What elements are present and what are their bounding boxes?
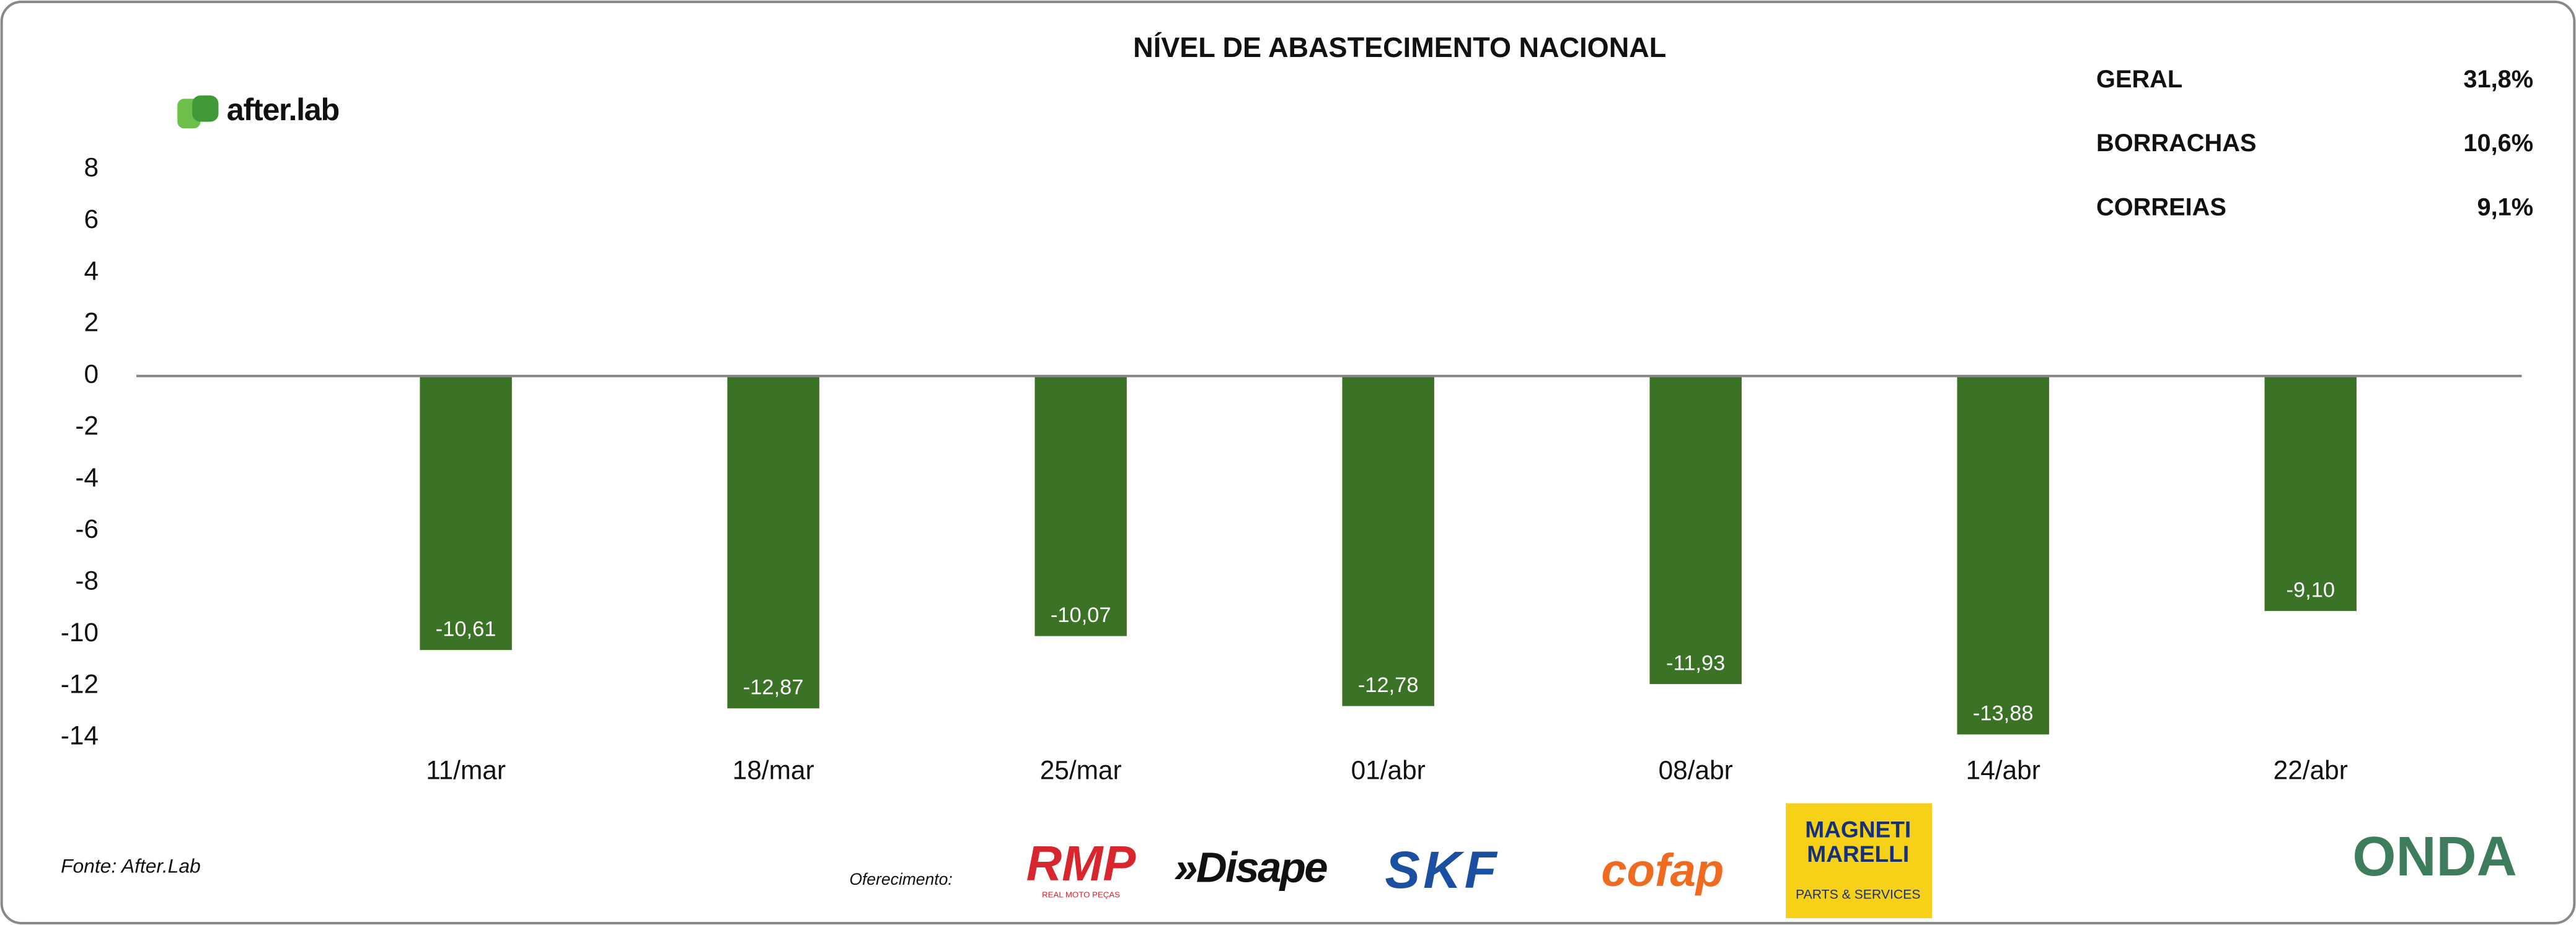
y-tick-label: 4 [84,256,99,285]
x-tick-label: 14/abr [1966,755,2040,784]
data-label: -10,61 [436,617,496,641]
summary-label: GERAL [2096,66,2182,93]
bar [1957,375,2049,735]
y-tick-label: -4 [75,463,99,492]
bar [1342,375,1434,706]
summary-label: CORREIAS [2096,193,2226,221]
bar [727,375,819,709]
brand-logo: after.lab [177,92,340,129]
sponsor-cofap: cofap [1601,844,1724,896]
data-label: -13,88 [1973,702,2034,726]
x-tick-label: 18/mar [733,755,814,784]
y-tick-label: -8 [75,566,99,595]
y-tick-label: -2 [75,411,99,440]
x-tick-label: 01/abr [1351,755,1426,784]
data-label: -9,10 [2287,578,2336,602]
source: Fonte: After.Lab [61,854,201,877]
data-label: -10,07 [1051,603,1111,627]
summary-label: BORRACHAS [2096,129,2256,157]
data-label: -12,78 [1358,673,1419,697]
y-tick-label: -12 [61,669,99,698]
summary-table: GERAL 31,8% BORRACHAS 10,6% CORREIAS 9,1% [2096,66,2533,221]
sponsor-rmp-sub: REAL MOTO PEÇAS [1042,890,1120,899]
sponsor-disape: »Disape [1174,843,1327,891]
y-tick-label: -6 [75,514,99,543]
sponsor-logos: RMP REAL MOTO PEÇAS »Disape SKF cofap MA… [1026,803,1932,919]
bar [1649,375,1742,685]
sponsor-label: Oferecimento: [849,870,952,888]
sponsor-rmp: RMP [1026,836,1137,891]
bar [420,375,512,651]
sponsor-magneti-sub: PARTS & SERVICES [1796,888,1920,902]
y-tick-label: 2 [84,308,99,337]
magneti-box [1786,803,1932,919]
sponsor-skf: SKF [1385,840,1500,899]
bar [2264,375,2357,612]
partner-logo: ONDA [2352,825,2516,888]
y-tick-label: 6 [84,204,99,234]
y-tick-label: -10 [61,618,99,647]
x-tick-label: 08/abr [1659,755,1733,784]
logo-icon [192,95,219,122]
y-tick-label: 0 [84,359,99,388]
sponsor-magneti: MAGNETI [1805,816,1911,842]
y-tick-label: 8 [84,153,99,182]
summary-value: 10,6% [2463,129,2533,157]
data-label: -11,93 [1666,651,1725,675]
bar [1034,375,1127,636]
data-label: -12,87 [743,676,804,699]
x-tick-label: 22/abr [2274,755,2348,784]
summary-value: 9,1% [2477,193,2533,221]
y-tick-label: -14 [61,721,99,750]
sponsor-magneti: MARELLI [1807,841,1909,867]
brand-name: after.lab [227,92,339,127]
x-tick-label: 11/mar [426,755,506,784]
x-tick-label: 25/mar [1040,755,1122,784]
chart-title: NÍVEL DE ABASTECIMENTO NACIONAL [1133,32,1666,63]
summary-value: 31,8% [2463,66,2533,93]
